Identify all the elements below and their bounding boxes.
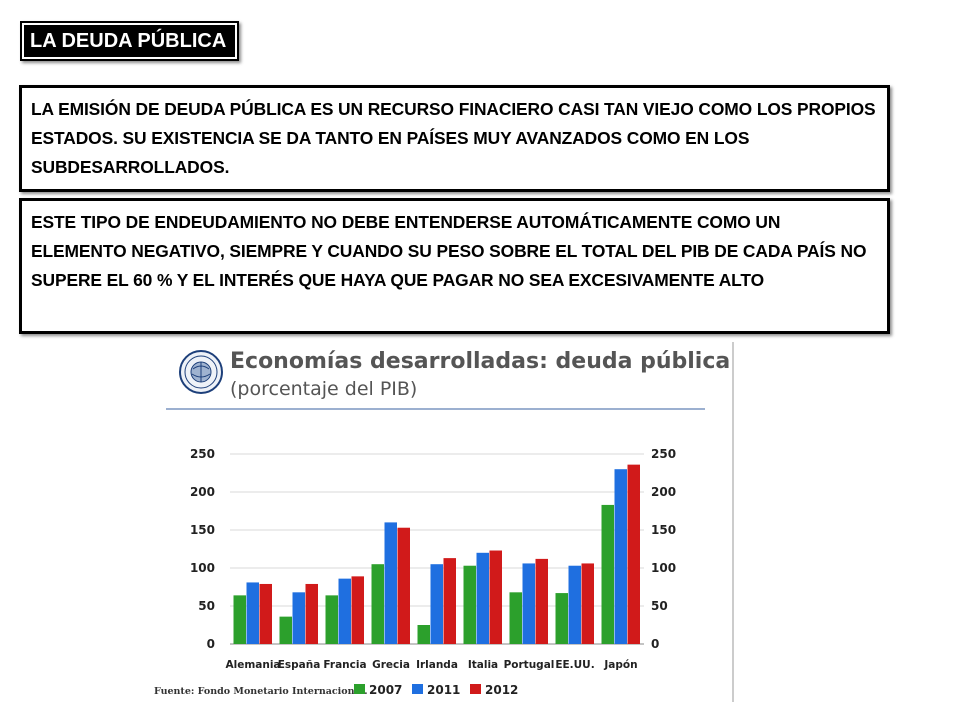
y-tick-label-left: 250 <box>190 447 215 461</box>
bar-2012-portugal <box>535 558 548 644</box>
x-tick-label: Italia <box>468 659 498 671</box>
bar-2011-portugal <box>522 563 535 644</box>
bar-2007-alemania <box>233 595 246 644</box>
bar-2012-italia <box>489 550 502 644</box>
bar-2012-grecia <box>397 527 410 644</box>
bar-2012-espaa <box>305 583 318 644</box>
conditions-text-box: ESTE TIPO DE ENDEUDAMIENTO NO DEBE ENTEN… <box>19 198 890 334</box>
bar-2007-grecia <box>371 564 384 644</box>
bar-2011-grecia <box>384 522 397 644</box>
bar-2007-eeuu <box>555 593 568 644</box>
y-tick-label-right: 100 <box>651 561 676 575</box>
source-note: Fuente: Fondo Monetario Internacional. <box>154 686 368 697</box>
bar-2007-italia <box>463 565 476 644</box>
chart-subtitle: (porcentaje del PIB) <box>230 378 417 400</box>
y-tick-label-right: 50 <box>651 599 668 613</box>
legend-swatch-2012 <box>470 684 481 694</box>
bar-2011-espaa <box>292 592 305 644</box>
x-tick-label: Portugal <box>504 659 555 671</box>
bar-2011-francia <box>338 578 351 644</box>
intro-paragraph: LA EMISIÓN DE DEUDA PÚBLICA ES UN RECURS… <box>31 99 876 177</box>
bar-2012-alemania <box>259 583 272 644</box>
bar-2007-portugal <box>509 592 522 644</box>
legend-swatch-2007 <box>354 684 365 694</box>
y-tick-label-right: 0 <box>651 637 659 651</box>
chart-title: Economías desarrolladas: deuda pública <box>230 349 730 374</box>
legend: 2007 2011 2012 <box>354 683 518 697</box>
conditions-paragraph: ESTE TIPO DE ENDEUDAMIENTO NO DEBE ENTEN… <box>31 212 867 290</box>
y-axis-right: 0 50 100 150 200 250 <box>651 447 676 651</box>
x-tick-label: Francia <box>323 659 366 671</box>
y-tick-label-right: 150 <box>651 523 676 537</box>
debt-chart-image: Economías desarrolladas: deuda pública (… <box>140 342 736 702</box>
bar-2012-francia <box>351 576 364 644</box>
bar-2007-francia <box>325 595 338 644</box>
bar-2011-japn <box>614 469 627 644</box>
y-axis-left: 0 50 100 150 200 250 <box>190 447 215 651</box>
bar-2007-irlanda <box>417 625 430 644</box>
bar-2012-irlanda <box>443 558 456 644</box>
bar-2012-eeuu <box>581 563 594 644</box>
x-tick-label: Alemania <box>225 659 280 671</box>
bar-2011-eeuu <box>568 565 581 644</box>
y-tick-label-left: 150 <box>190 523 215 537</box>
y-tick-label-left: 0 <box>207 637 215 651</box>
bars <box>233 464 640 644</box>
y-tick-label-left: 100 <box>190 561 215 575</box>
x-tick-label: Irlanda <box>416 659 458 671</box>
bar-2007-espaa <box>279 616 292 644</box>
bar-2007-japn <box>601 504 614 644</box>
x-tick-label: España <box>278 659 321 671</box>
y-tick-label-left: 200 <box>190 485 215 499</box>
legend-label-2011: 2011 <box>427 683 460 697</box>
y-tick-label-right: 250 <box>651 447 676 461</box>
y-tick-label-left: 50 <box>198 599 215 613</box>
debt-chart: Economías desarrolladas: deuda pública (… <box>154 342 734 702</box>
bar-2011-italia <box>476 552 489 644</box>
slide-title: LA DEUDA PÚBLICA <box>20 21 240 61</box>
x-tick-label: Grecia <box>372 659 410 671</box>
legend-label-2007: 2007 <box>369 683 402 697</box>
legend-swatch-2011 <box>412 684 423 694</box>
legend-label-2012: 2012 <box>485 683 518 697</box>
bar-2011-irlanda <box>430 564 443 644</box>
x-tick-label: EE.UU. <box>555 659 594 671</box>
x-tick-label: Japón <box>603 659 637 671</box>
bar-2011-alemania <box>246 582 259 644</box>
bar-2012-japn <box>627 464 640 644</box>
y-tick-label-right: 200 <box>651 485 676 499</box>
intro-text-box: LA EMISIÓN DE DEUDA PÚBLICA ES UN RECURS… <box>19 85 890 192</box>
imf-seal-icon <box>179 350 223 394</box>
